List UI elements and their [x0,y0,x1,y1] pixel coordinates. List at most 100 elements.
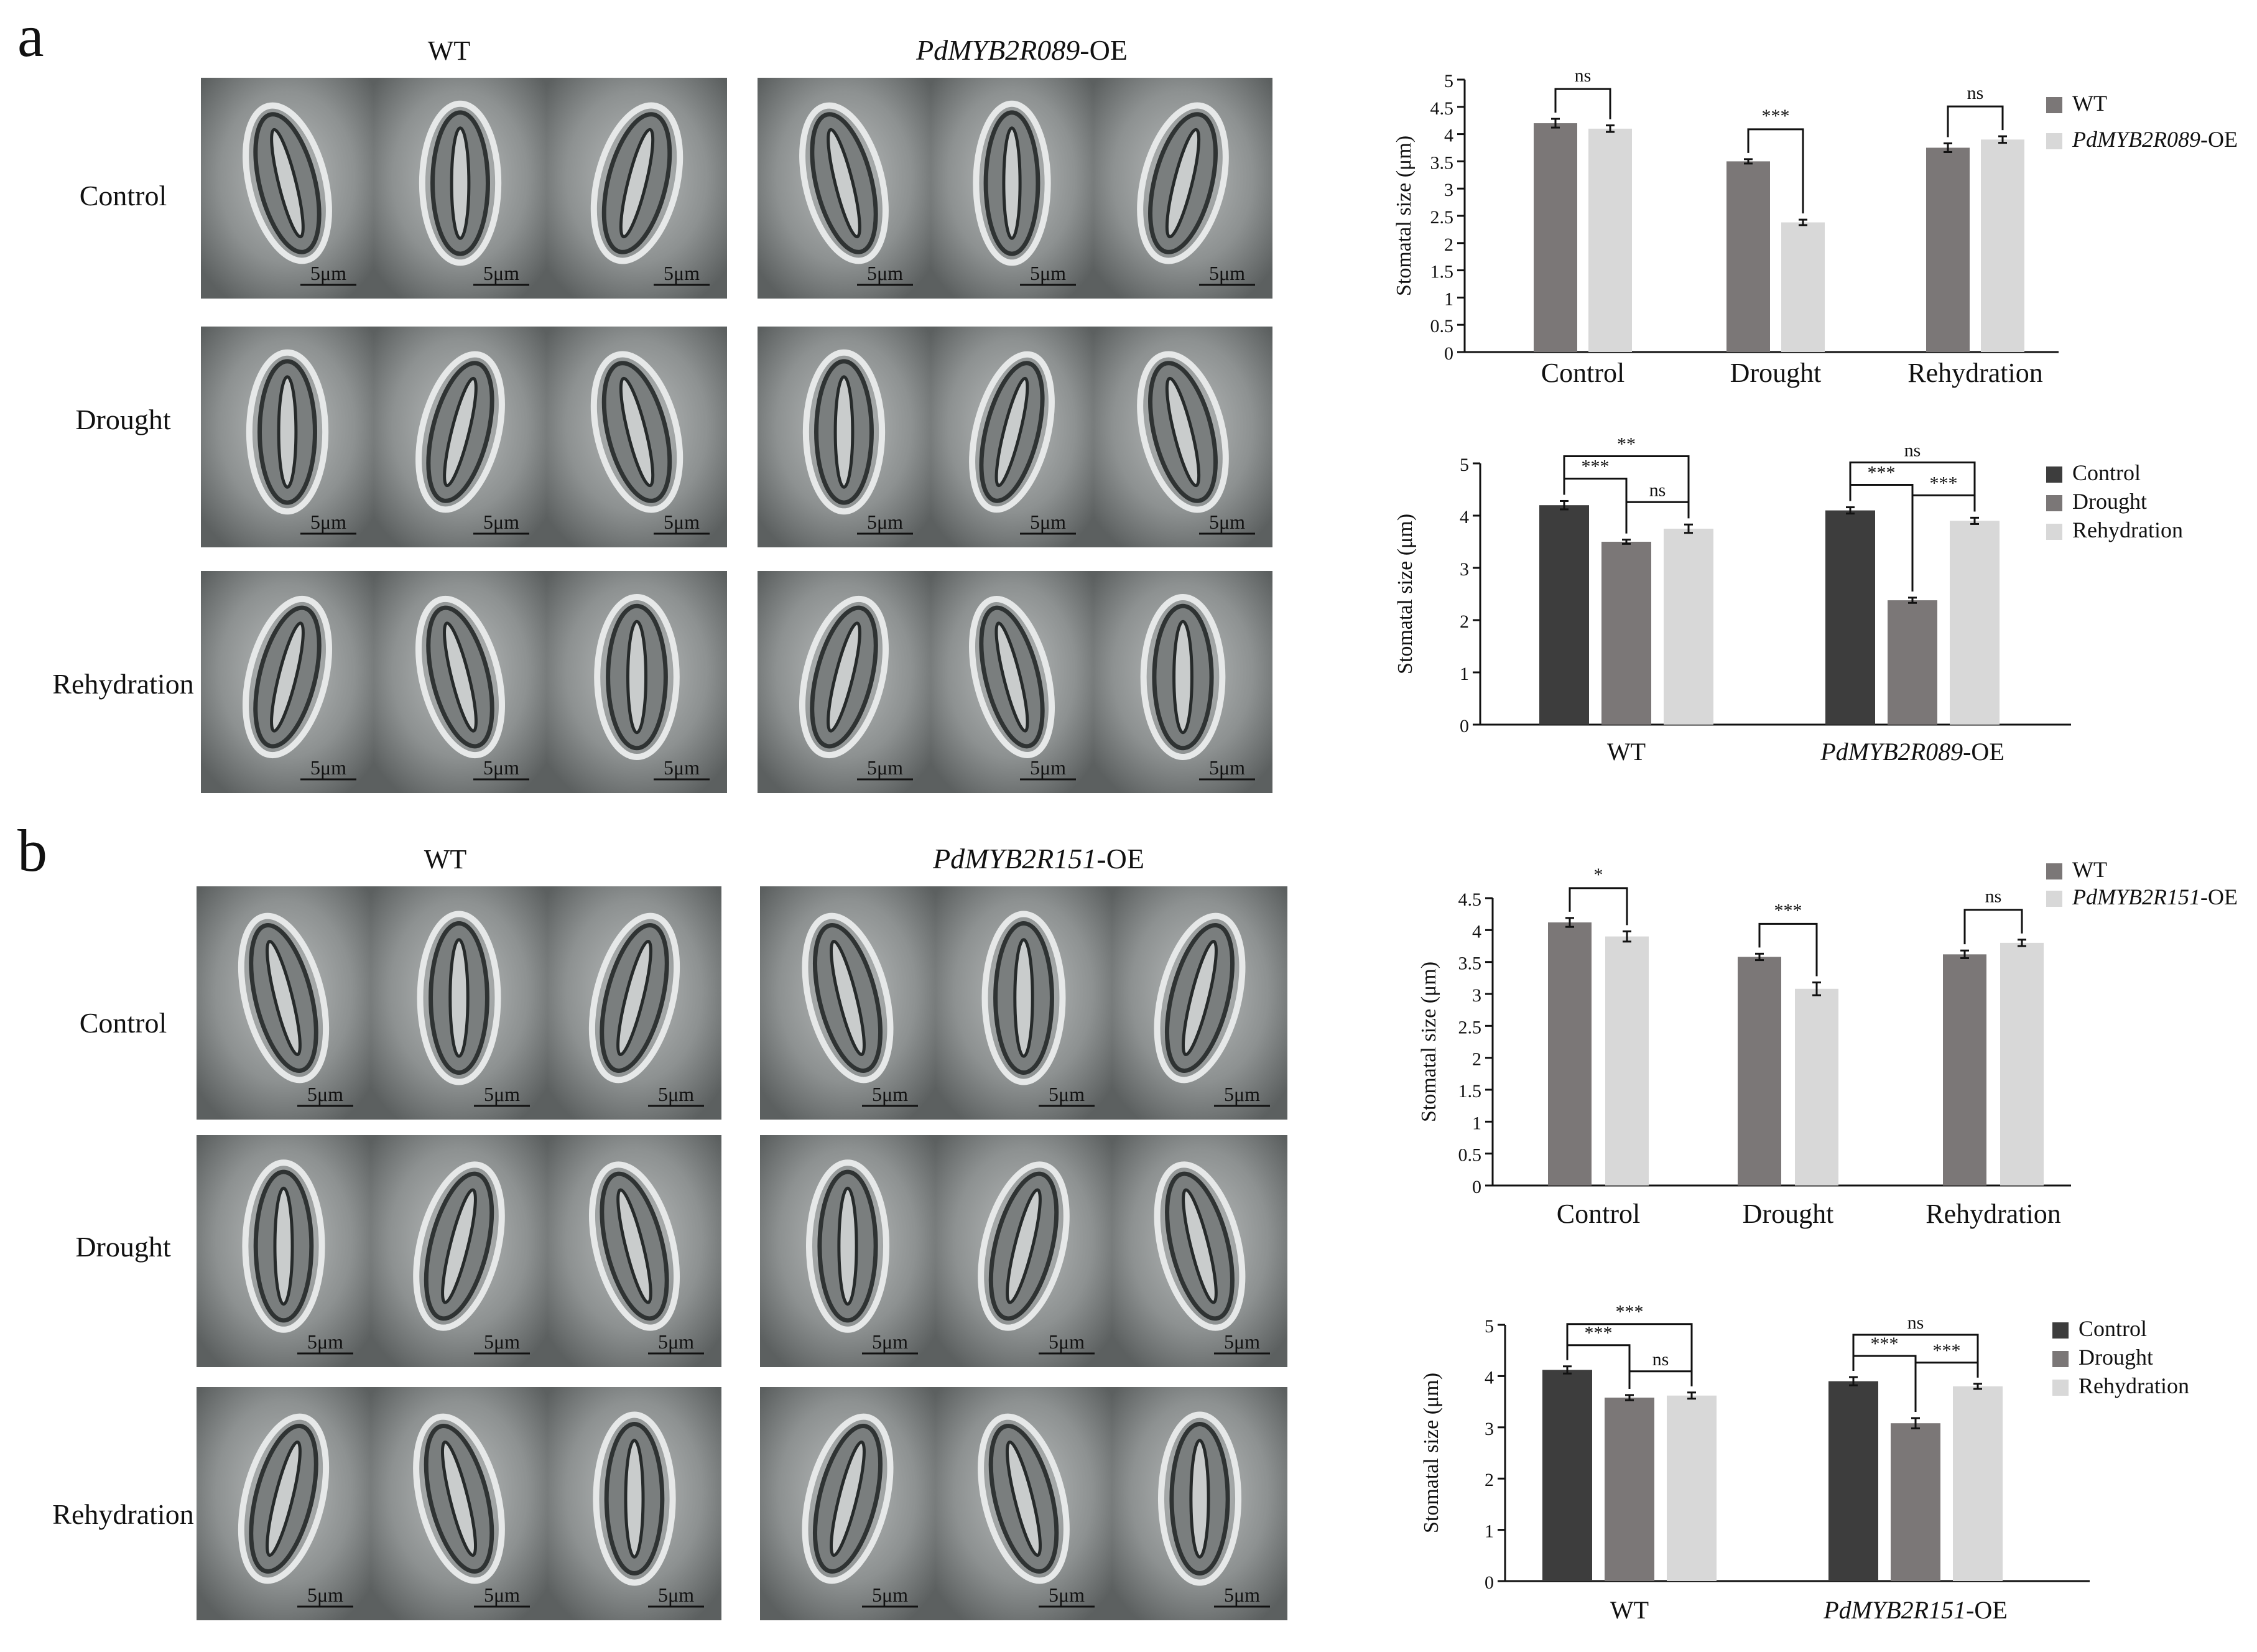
legend-swatch [2046,97,2062,113]
stoma-glyph [978,1161,1070,1331]
wt-header: WT [428,35,471,66]
stoma-glyph [802,912,894,1084]
significance-label: *** [1585,1323,1613,1343]
significance-bracket [1566,1344,1631,1389]
scale-bar-label: 5μm [307,1584,343,1606]
y-tick-label: 1 [1485,1521,1494,1542]
x-tick-label: PdMYB2R089-OE [1820,738,2004,766]
scale-bar-label: 5μm [867,756,903,779]
stoma-glyph [246,349,329,515]
significance-label: *** [1868,463,1896,483]
scale-bar-label: 5μm [1030,511,1066,533]
stoma-glyph [1140,593,1226,761]
significance-bracket [1554,88,1611,119]
stoma-glyph [588,912,680,1084]
y-tick-label: 5 [1485,1316,1494,1337]
scale-bar-label: 5μm [658,1330,694,1353]
bar [1548,922,1592,1186]
significance-bracket [1963,909,2023,945]
significance-bracket [1758,922,1818,977]
significance-bracket [1566,1323,1693,1386]
significance-label: ns [1967,83,1984,103]
significance-label: ns [1649,480,1666,500]
stoma-glyph [419,100,502,266]
significance-label: ns [1575,65,1592,86]
bar [1534,123,1577,352]
bar [1953,1386,2003,1581]
scale-bar-label: 5μm [310,262,346,284]
scale-bar-label: 5μm [1030,756,1066,779]
y-tick-label: 3.5 [1458,954,1482,974]
scale-bar-label: 5μm [1209,262,1245,284]
y-tick-label: 2.5 [1458,1017,1482,1037]
scale-bar-label: 5μm [484,1330,520,1353]
legend-swatch [2052,1351,2069,1367]
scale-bar-label: 5μm [872,1584,908,1606]
significance-label: ns [1904,440,1921,461]
y-tick-label: 1.5 [1458,1081,1482,1102]
scale-bar-label: 5μm [658,1584,694,1606]
significance-bracket [1569,887,1628,926]
stoma-glyph [969,351,1055,513]
scale-bar-label: 5μm [872,1083,908,1105]
bar [1825,510,1875,725]
y-tick-label: 2 [1444,234,1453,255]
scale-bar-label: 5μm [483,756,519,779]
stoma-glyph [243,595,332,759]
legend-swatch [2046,495,2062,511]
chart-a-bottom: 0 1 2 3 4 5 Stomatal size (μm) WT PdMYB2R089-OE *… [1387,434,2245,784]
scale-bar-label: 5μm [664,262,700,284]
y-tick-label: 0 [1485,1572,1494,1593]
bar [1781,222,1825,352]
scale-bar-label: 5μm [1224,1330,1260,1353]
significance-label: ns [1907,1312,1924,1333]
significance-bracket [1747,128,1804,214]
y-tick-label: 3.5 [1430,152,1454,173]
chart-b-bottom: 0 1 2 3 4 5 Stomatal size (μm) WT PdMYB2R151-OE *… [1399,1300,2251,1648]
stoma-glyph [799,102,889,264]
oe-header: PdMYB2R151-OE [932,843,1144,875]
stoma-glyph [588,1161,680,1331]
bar [1605,1398,1654,1581]
scale-bar-label: 5μm [658,1083,694,1105]
x-tick-label: Rehydration [1907,358,2043,388]
significance-bracket [1628,1370,1693,1389]
stoma-glyph [805,1159,890,1333]
y-tick-label: 2 [1485,1470,1494,1490]
y-tick-label: 4.5 [1458,889,1482,910]
stoma-glyph [593,1411,676,1586]
y-tick-label: 5 [1460,455,1469,475]
y-tick-label: 3 [1485,1419,1494,1439]
significance-label: * [1594,865,1603,885]
bar [1981,139,2024,353]
scale-bar-label: 5μm [310,511,346,533]
legend-label: PdMYB2R089-OE [2072,127,2238,152]
stoma-glyph [978,1413,1070,1584]
oe-header: PdMYB2R089-OE [915,34,1128,66]
stoma-glyph [238,912,330,1084]
scale-bar-label: 5μm [1049,1330,1085,1353]
bar [1539,505,1589,725]
significance-bracket [1911,494,1976,592]
y-tick-label: 2 [1472,1049,1481,1070]
stoma-glyph [1154,912,1246,1084]
bar [1795,988,1838,1186]
scale-bar-label: 5μm [664,756,700,779]
x-tick-label: Drought [1743,1199,1834,1229]
bar [1943,954,1986,1186]
scale-bar-label: 5μm [1209,511,1245,533]
y-tick-label: 3 [1472,985,1481,1006]
scale-bar-label: 5μm [867,262,903,284]
stoma-glyph [590,102,684,264]
panel-letter-b: b [17,817,47,884]
significance-bracket [1947,105,2004,137]
stoma-glyph [802,1413,894,1584]
row-label: Control [80,180,167,211]
legend-swatch [2046,891,2062,907]
y-tick-label: 5 [1444,71,1453,91]
x-tick-label: WT [1607,738,1646,766]
legend-label: Drought [2072,489,2147,514]
x-tick-label: Rehydration [1926,1199,2061,1229]
significance-bracket [1914,1362,1979,1412]
